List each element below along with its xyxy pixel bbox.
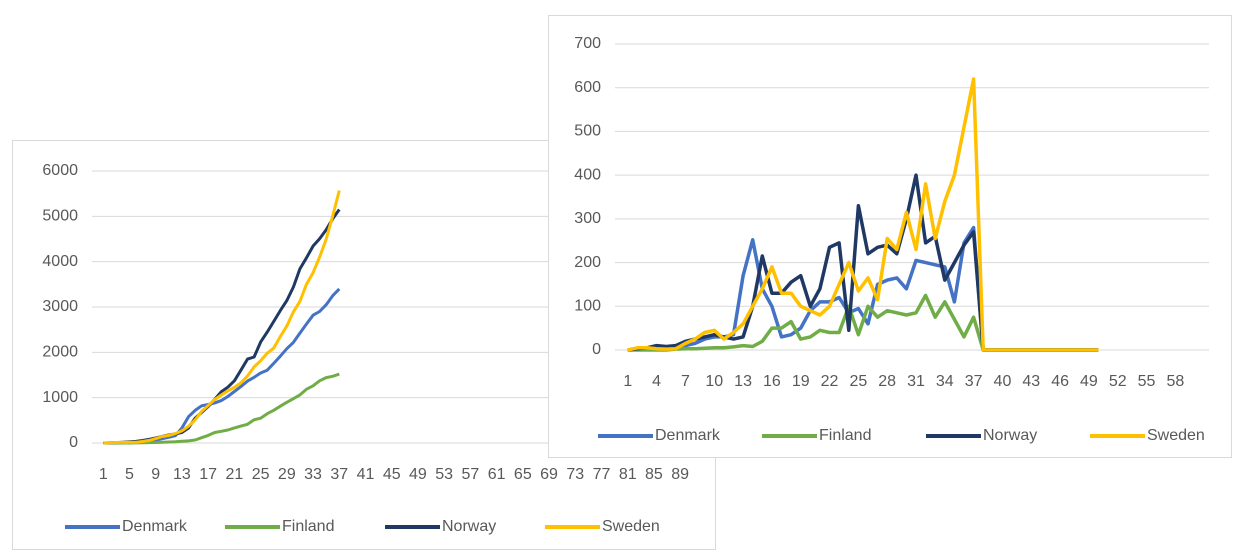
x-tick-label: 4 (652, 373, 661, 390)
y-tick-label: 500 (574, 123, 601, 140)
legend-label: Sweden (602, 518, 660, 535)
x-tick-label: 49 (1080, 373, 1098, 390)
x-tick-label: 13 (734, 373, 752, 390)
x-tick-label: 17 (199, 466, 217, 483)
x-tick-label: 58 (1166, 373, 1184, 390)
x-tick-label: 65 (514, 466, 532, 483)
x-tick-label: 73 (566, 466, 584, 483)
x-tick-label: 52 (1109, 373, 1127, 390)
x-tick-label: 40 (994, 373, 1012, 390)
x-tick-label: 69 (540, 466, 558, 483)
x-tick-label: 13 (173, 466, 191, 483)
legend-label: Denmark (122, 518, 188, 535)
x-tick-label: 31 (907, 373, 925, 390)
x-tick-label: 25 (849, 373, 867, 390)
y-tick-label: 3000 (42, 298, 78, 315)
y-tick-label: 100 (574, 298, 601, 315)
x-tick-label: 85 (645, 466, 663, 483)
x-tick-label: 49 (409, 466, 427, 483)
y-tick-label: 300 (574, 210, 601, 227)
y-tick-label: 200 (574, 254, 601, 271)
legend-label: Sweden (1147, 427, 1205, 444)
y-tick-label: 2000 (42, 344, 78, 361)
series-line (627, 77, 1099, 352)
x-tick-label: 10 (705, 373, 723, 390)
x-tick-label: 45 (383, 466, 401, 483)
x-tick-label: 34 (936, 373, 954, 390)
legend-label: Norway (983, 427, 1037, 444)
x-tick-label: 7 (681, 373, 690, 390)
x-tick-label: 53 (435, 466, 453, 483)
x-tick-label: 46 (1051, 373, 1069, 390)
x-tick-label: 37 (330, 466, 348, 483)
x-tick-label: 33 (304, 466, 322, 483)
y-tick-label: 5000 (42, 208, 78, 225)
y-tick-label: 0 (592, 341, 601, 358)
x-tick-label: 55 (1138, 373, 1156, 390)
x-tick-label: 89 (671, 466, 689, 483)
series-line (103, 190, 341, 445)
legend-label: Norway (442, 518, 496, 535)
x-tick-label: 61 (488, 466, 506, 483)
legend-label: Finland (282, 518, 334, 535)
legend-label: Denmark (655, 427, 721, 444)
y-tick-label: 600 (574, 79, 601, 96)
legend-label: Finland (819, 427, 871, 444)
x-tick-label: 37 (965, 373, 983, 390)
y-tick-label: 0 (69, 434, 78, 451)
x-tick-label: 29 (278, 466, 296, 483)
x-tick-label: 16 (763, 373, 781, 390)
x-tick-label: 77 (593, 466, 611, 483)
chart-box (548, 15, 1232, 458)
x-tick-label: 9 (151, 466, 160, 483)
x-tick-label: 41 (357, 466, 375, 483)
x-tick-label: 19 (792, 373, 810, 390)
y-tick-label: 4000 (42, 253, 78, 270)
x-tick-label: 1 (623, 373, 632, 390)
x-tick-label: 1 (99, 466, 108, 483)
x-tick-label: 21 (225, 466, 243, 483)
x-tick-label: 25 (252, 466, 270, 483)
x-tick-label: 57 (461, 466, 479, 483)
y-tick-label: 6000 (42, 162, 78, 179)
x-tick-label: 81 (619, 466, 637, 483)
x-tick-label: 43 (1022, 373, 1040, 390)
x-tick-label: 28 (878, 373, 896, 390)
y-tick-label: 1000 (42, 389, 78, 406)
y-tick-label: 400 (574, 166, 601, 183)
y-tick-label: 700 (574, 35, 601, 52)
x-tick-label: 5 (125, 466, 134, 483)
x-tick-label: 22 (821, 373, 839, 390)
